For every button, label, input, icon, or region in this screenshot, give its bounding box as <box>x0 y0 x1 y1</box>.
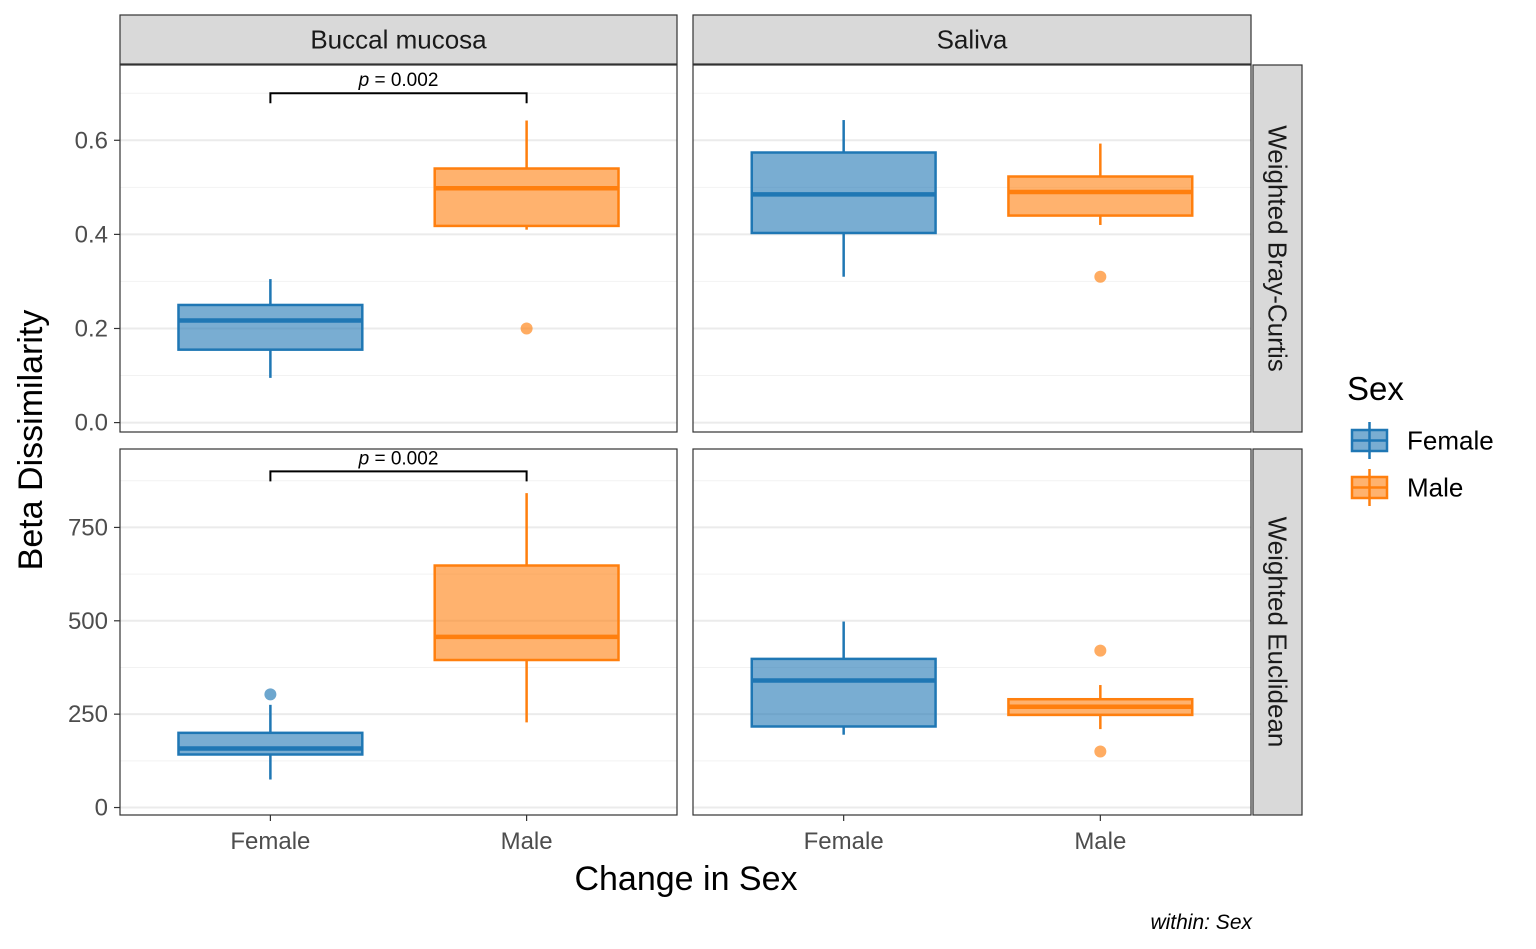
box-iqr <box>433 564 620 662</box>
x-tick-label-1-1: Male <box>1074 828 1126 855</box>
x-tick-label-1-0: Female <box>804 828 884 855</box>
legend-item-male: Male <box>1350 469 1463 506</box>
box-female <box>177 279 364 378</box>
box-female <box>750 621 937 735</box>
box-female <box>177 688 364 780</box>
box-male <box>1007 644 1194 758</box>
y-tick-label-1-3: 750 <box>68 514 108 541</box>
panel-0-0: p = 0.002 <box>119 64 678 433</box>
facet-strip-0 <box>119 14 678 65</box>
row-strip-1 <box>1252 448 1303 816</box>
box-male <box>433 493 620 723</box>
box-iqr <box>750 657 937 728</box>
y-axis-title: Beta Dissimilarity <box>12 310 50 571</box>
y-tick-label-0-0: 0.0 <box>75 410 108 437</box>
panel-background <box>693 449 1251 815</box>
panel-border <box>692 448 1252 816</box>
p-symbol: p <box>358 70 370 91</box>
row-strip-label-1: Weighted Euclidean <box>1263 517 1293 748</box>
y-tick-label-1-2: 500 <box>68 608 108 635</box>
legend: Sex Female Male <box>1347 370 1494 506</box>
facet-strip-label-1: Saliva <box>937 25 1008 55</box>
p-value-text: = 0.002 <box>369 448 438 469</box>
x-tick-label-0-0: Female <box>230 828 310 855</box>
legend-label-male: Male <box>1407 473 1463 503</box>
legend-title: Sex <box>1347 370 1404 407</box>
y-tick-label-0-2: 0.4 <box>75 221 108 248</box>
outlier-point <box>520 322 533 335</box>
panel-border <box>119 64 678 433</box>
facet-strip-label-0: Buccal mucosa <box>310 25 487 55</box>
outlier-point <box>1094 644 1107 657</box>
box-male <box>433 120 620 335</box>
panel-border <box>119 448 678 816</box>
p-symbol: p <box>358 448 370 469</box>
x-tick-label-0-1: Male <box>501 828 553 855</box>
outlier-point <box>1094 745 1107 758</box>
y-tick-label-0-1: 0.2 <box>75 315 108 342</box>
outlier-point <box>1094 270 1107 283</box>
comparison-bracket <box>269 470 528 482</box>
p-value-label: p = 0.002 <box>358 448 439 469</box>
row-strip-0 <box>1252 64 1303 433</box>
legend-label-female: Female <box>1407 426 1494 456</box>
box-female <box>750 120 937 277</box>
panel-background <box>693 65 1251 432</box>
caption: within: Sex <box>1150 911 1253 934</box>
p-value-label: p = 0.002 <box>358 70 439 91</box>
box-iqr <box>177 731 364 756</box>
y-tick-label-0-3: 0.6 <box>75 127 108 154</box>
x-axis-title: Change in Sex <box>574 860 797 898</box>
panel-0-1 <box>692 64 1252 433</box>
box-iqr <box>1007 175 1194 217</box>
facet-strip-1 <box>692 14 1252 65</box>
legend-item-female: Female <box>1350 422 1494 459</box>
y-tick-label-1-1: 250 <box>68 701 108 728</box>
panel-1-0: p = 0.002 <box>119 448 678 816</box>
comparison-bracket <box>269 92 528 104</box>
panel-1-1 <box>692 448 1252 816</box>
panels-layer: Buccal mucosa Saliva Weighted Bray-Curtis W… <box>68 14 1303 855</box>
row-strip-label-0: Weighted Bray-Curtis <box>1263 125 1293 372</box>
box-male <box>1007 143 1194 283</box>
box-iqr <box>177 303 364 351</box>
panel-background <box>120 65 677 432</box>
y-tick-label-1-0: 0 <box>95 795 108 822</box>
p-value-text: = 0.002 <box>369 70 438 91</box>
box-iqr <box>433 167 620 228</box>
legend-items: Female Male <box>1350 422 1494 506</box>
panel-border <box>692 64 1252 433</box>
outlier-point <box>264 688 277 701</box>
